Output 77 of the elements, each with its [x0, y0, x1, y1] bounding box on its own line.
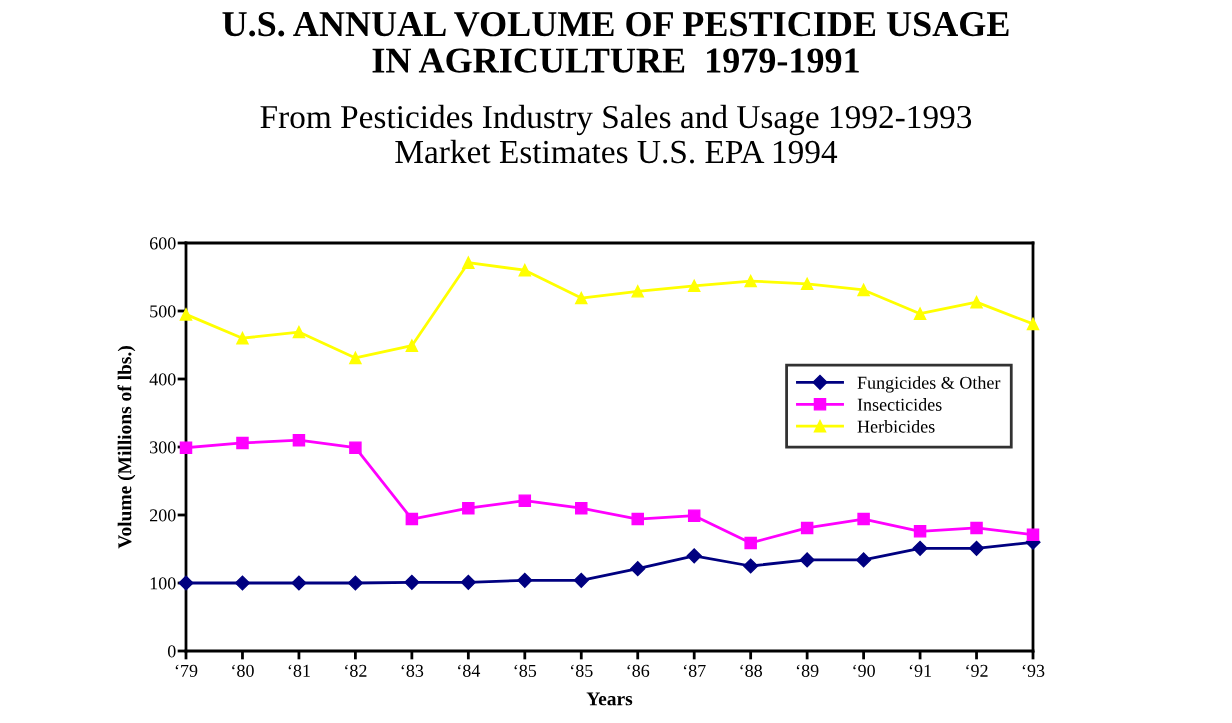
x-tick-label: ‘89: [796, 664, 819, 677]
point: [292, 433, 306, 447]
point: [179, 308, 193, 321]
point: [575, 501, 588, 515]
point: [234, 575, 251, 591]
point: [631, 512, 644, 526]
x-tick-label: ‘83: [401, 664, 424, 677]
x-tick-label: ‘88: [740, 664, 763, 677]
x-tick-label: ‘92: [966, 664, 988, 677]
point: [236, 331, 249, 345]
point: [573, 572, 589, 588]
x-tick-label: ‘86: [627, 664, 650, 677]
point: [968, 540, 985, 556]
y-tick-label: 600: [149, 237, 176, 250]
legend-label: Insecticides: [857, 398, 942, 411]
point: [179, 441, 193, 454]
x-tick-label: ‘87: [683, 664, 706, 677]
point: [800, 521, 814, 535]
point: [462, 501, 475, 515]
point: [292, 325, 306, 339]
point: [857, 512, 870, 526]
point: [800, 277, 814, 291]
y-tick-label: 400: [149, 373, 176, 386]
y-tick-label: 100: [150, 577, 176, 590]
x-tick-label: ‘90: [853, 664, 875, 677]
point: [349, 351, 362, 365]
point: [517, 572, 533, 588]
x-tick-label: ‘82: [345, 664, 367, 677]
point: [518, 494, 532, 507]
chart-title: U.S. ANNUAL VOLUME OF PESTICIDE USAGE IN AGRICULTURE 1979-1991: [222, 11, 1009, 73]
point: [236, 436, 249, 450]
point: [291, 575, 307, 591]
x-tick-label: ‘80: [232, 664, 254, 677]
x-tick-label: ‘93: [1022, 664, 1045, 677]
point: [178, 575, 194, 591]
point: [460, 574, 476, 590]
x-tick-label: ‘91: [909, 664, 932, 677]
point: [913, 307, 927, 320]
legend-label: Fungicides & Other: [857, 376, 1001, 393]
point: [349, 441, 362, 454]
x-tick-label: ‘85: [514, 664, 537, 677]
point: [1026, 528, 1040, 541]
x-axis-title: Years: [586, 692, 633, 706]
point: [347, 575, 363, 591]
point: [856, 552, 872, 568]
point: [1026, 317, 1040, 331]
point: [970, 521, 983, 535]
point: [686, 548, 702, 564]
x-tick-label: ‘84: [458, 664, 481, 677]
point: [462, 256, 475, 269]
point: [687, 509, 701, 522]
point: [857, 283, 870, 297]
point: [744, 274, 757, 288]
point: [405, 512, 419, 526]
y-tick-label: 500: [150, 305, 176, 318]
legend-label: Herbicides: [857, 419, 935, 433]
point: [687, 279, 701, 293]
chart-subtitle: From Pesticides Industry Sales and Usage 1992-1993 Market Estimates U.S. EPA 1994: [260, 104, 972, 164]
x-tick-label: ‘79: [175, 664, 198, 677]
y-tick-label: 200: [149, 509, 176, 522]
point: [970, 295, 983, 309]
y-axis-title: Volume (Millions of lbs.): [117, 346, 136, 549]
point: [744, 536, 757, 550]
point: [631, 285, 644, 298]
x-tick-label: ‘81: [288, 664, 310, 677]
y-tick-label: 300: [150, 441, 176, 454]
point: [913, 525, 927, 538]
point: [575, 291, 588, 305]
point: [404, 574, 420, 590]
point: [405, 339, 419, 352]
x-tick-label: ‘85: [570, 664, 593, 677]
point: [799, 552, 815, 568]
point: [630, 561, 646, 577]
y-tick-label: 0: [167, 645, 176, 658]
point: [912, 540, 928, 556]
point: [743, 558, 759, 574]
point: [518, 263, 532, 277]
